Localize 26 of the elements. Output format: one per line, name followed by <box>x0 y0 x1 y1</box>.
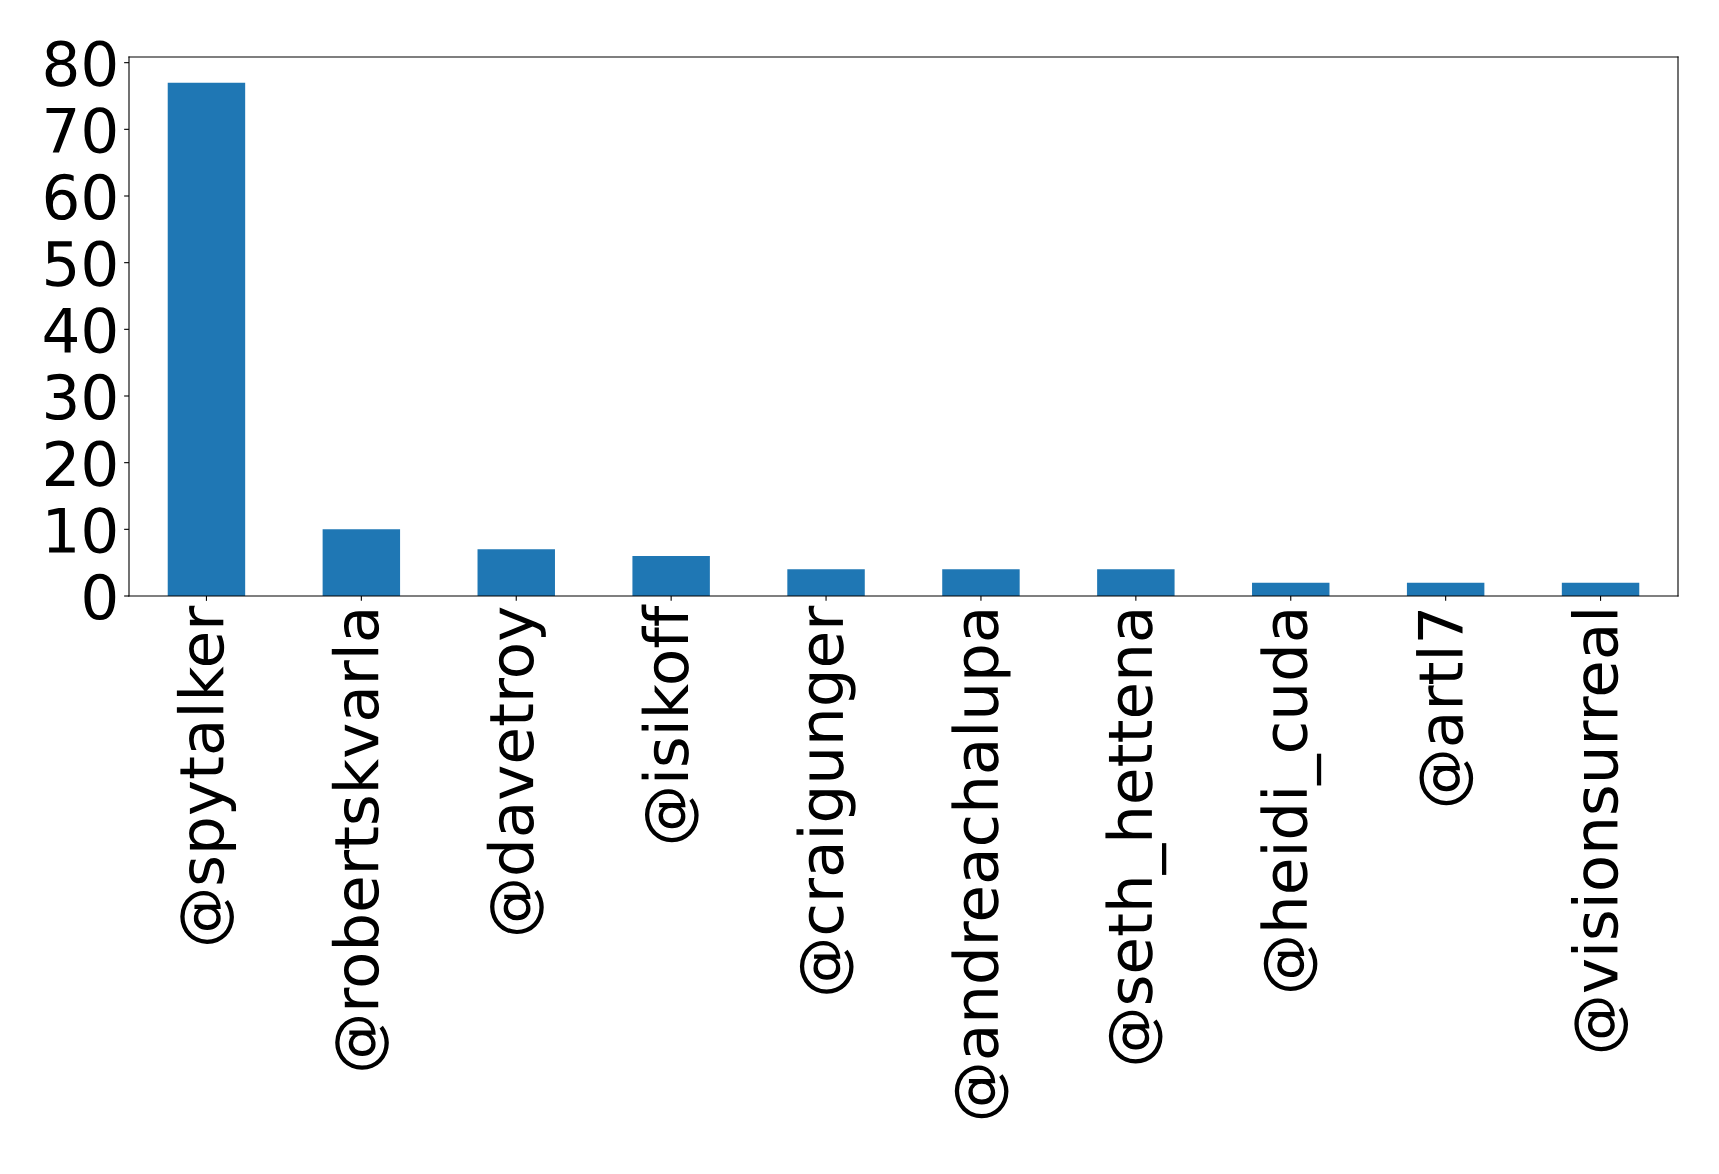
y-tick-label: 0 <box>84 573 116 621</box>
y-tick-label: 30 <box>46 373 116 421</box>
y-tick-label: 20 <box>45 440 116 487</box>
bar <box>477 549 555 596</box>
x-tick-label: @spytalker <box>176 605 237 944</box>
bar <box>787 569 865 596</box>
bar <box>632 556 710 596</box>
bar <box>167 82 246 596</box>
x-tick-label: @davetroy <box>486 607 546 935</box>
y-tick-label: 40 <box>44 307 116 354</box>
x-tick-label: @visionsurreal <box>1570 611 1629 1052</box>
y-tick-label: 80 <box>45 40 116 87</box>
y-tick-label: 60 <box>45 173 116 221</box>
x-tick-label: @robertskvarla <box>331 611 389 1070</box>
x-tick-label: @seth_hettena <box>1105 611 1167 1064</box>
y-tick-label: 70 <box>46 107 116 154</box>
x-tick-label: @isikoff <box>641 604 699 843</box>
y-tick-label: 50 <box>46 240 116 287</box>
bar <box>322 529 401 596</box>
x-tick-label: @andreachalupa <box>951 611 1011 1119</box>
bar <box>942 569 1020 596</box>
bar <box>1097 569 1175 596</box>
x-tick-label: @craigunger <box>796 605 856 994</box>
x-tick-label: @artl7 <box>1416 610 1474 806</box>
y-tick-label: 10 <box>48 507 116 554</box>
x-tick-label: @heidi_cuda <box>1260 611 1322 992</box>
